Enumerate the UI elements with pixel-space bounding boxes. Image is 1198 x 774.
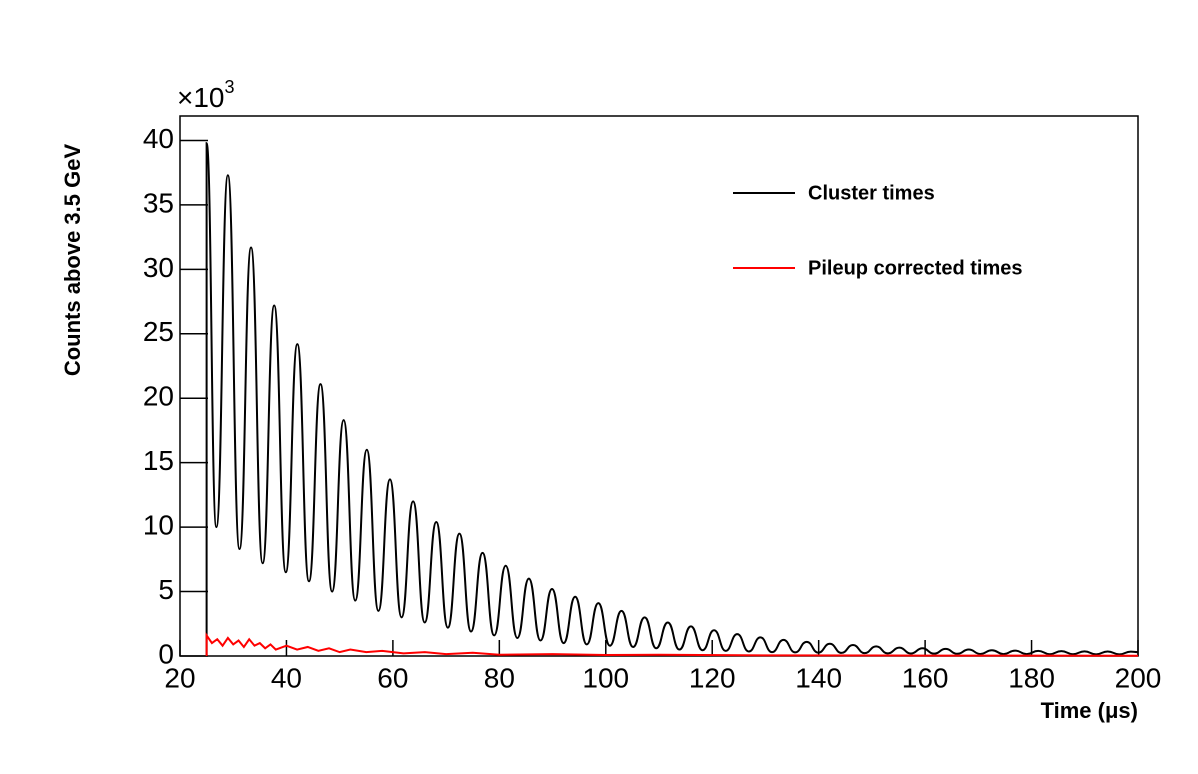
y-tick-label: 40 [143,123,174,154]
y-tick-label: 35 [143,187,174,218]
x-tick-label: 40 [271,662,302,693]
x-tick-label: 100 [582,662,629,693]
y-tick-label: 0 [158,638,174,669]
x-tick-label: 180 [1008,662,1055,693]
y-tick-label: 25 [143,316,174,347]
y-multiplier-exponent: 3 [225,77,235,97]
y-axis-title: Counts above 3.5 GeV [60,144,85,377]
data-line [205,632,1139,657]
x-tick-label: 200 [1115,662,1162,693]
x-tick-label: 80 [484,662,515,693]
data-line [205,141,1139,656]
y-tick-label: 10 [143,510,174,541]
legend-label: Cluster times [808,182,935,204]
x-tick-label: 140 [795,662,842,693]
y-tick-label: 30 [143,252,174,283]
y-multiplier: ×103 [177,77,235,114]
x-tick-label: 160 [902,662,949,693]
y-tick-label: 20 [143,381,174,412]
x-tick-label: 120 [689,662,736,693]
plot-frame [179,115,1139,657]
y-tick-label: 15 [143,445,174,476]
x-tick-label: 60 [377,662,408,693]
legend-label: Pileup corrected times [808,257,1023,279]
x-axis-title: Time (μs) [1041,698,1138,723]
y-tick-label: 5 [158,574,174,605]
x-tick-label: 20 [164,662,195,693]
y-multiplier-base: ×10 [177,82,225,113]
